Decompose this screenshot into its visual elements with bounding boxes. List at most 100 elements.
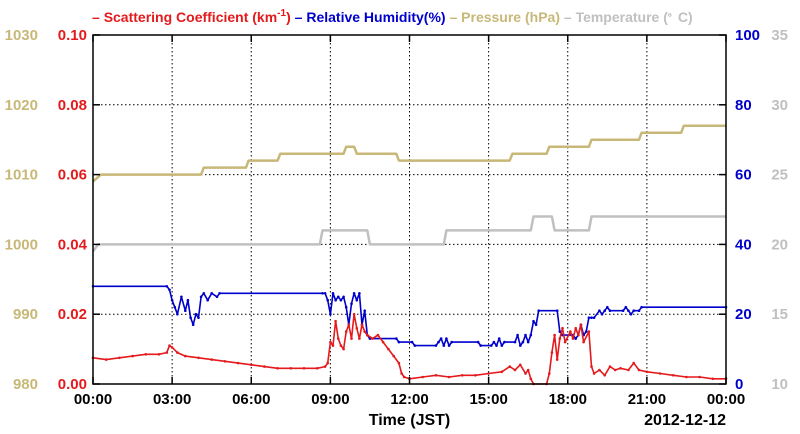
scattering-point [561,326,564,330]
humidity-point [606,305,609,309]
humidity-point [450,340,454,344]
humidity-point [339,298,343,302]
humidity-point [598,309,601,313]
x-tick-label: 03:00 [153,391,191,408]
humidity-point [206,298,209,302]
scattering-point [326,361,330,365]
humidity-axis-tick-label: 60 [735,167,752,184]
legend-dash: – [446,9,462,25]
scattering-point [603,374,606,377]
humidity-point [352,292,356,295]
scattering-point [685,375,688,379]
scattering-point [387,347,390,351]
humidity-point [358,292,361,295]
humidity-point [355,298,359,302]
humidity-point [526,340,530,344]
humidity-point [331,292,335,295]
humidity-point [603,309,606,313]
temperature-axis-tick-label: 20 [771,236,788,253]
scattering-point [500,370,504,374]
scattering-axis-tick-label: 0.10 [58,27,87,44]
scattering-point [519,363,522,367]
axis-ticks [92,34,727,385]
scattering-point [331,344,335,347]
scattering-point [574,326,577,330]
humidity-point [537,309,540,313]
humidity-point [640,305,643,309]
scattering-point [526,368,530,372]
scattering-point [342,347,345,351]
humidity-point [600,312,604,316]
temperature-axis-tick-label: 25 [771,167,788,184]
temperature-axis-tick-label: 30 [771,97,788,114]
humidity-point [492,340,496,344]
humidity-point [513,340,517,344]
scattering-point [474,374,477,377]
scattering-point [236,361,240,365]
scattering-point [250,363,253,367]
scattering-point [392,354,396,358]
scattering-point [592,372,596,375]
scattering-point [329,340,332,344]
scattering-point [197,356,200,360]
grid-lines [93,35,726,384]
legend-entry-temperature: Temperature ( [576,9,669,25]
temperature-axis-tick-label: 15 [771,306,788,323]
scattering-point [598,368,601,372]
humidity-point [350,302,353,306]
legend-dash: – [92,9,104,25]
scattering-point [302,367,306,370]
humidity-point [532,319,535,323]
scattering-point [487,372,490,375]
pressure-axis-tick-label: 1010 [5,167,38,184]
scattering-point [608,365,612,368]
legend-suffix: ) [286,9,291,25]
scattering-point [447,375,451,379]
humidity-point [637,309,641,313]
scattering-point [645,370,649,374]
scattering-point [590,365,593,368]
humidity-point [529,333,533,337]
scattering-point [400,372,403,375]
axis-tick-labels: 00:00 03:00 06:00 09:00 12:00 15:00 18:00 21:00… [5,27,788,408]
humidity-point [329,312,332,316]
scattering-point [579,323,583,327]
scattering-point [323,365,327,368]
scattering-point [223,360,227,363]
scattering-point [170,346,174,349]
scattering-point [352,312,356,316]
temperature-axis-tick-label: 10 [771,376,788,393]
scattering-point [550,351,554,354]
humidity-point [170,298,174,302]
humidity-axis-tick-label: 0 [735,376,743,393]
x-tick-label: 00:00 [707,391,745,408]
humidity-point [191,323,195,327]
humidity-point [202,292,206,295]
pressure-axis-tick-label: 1000 [5,236,38,253]
scattering-point [587,330,591,333]
humidity-point [434,344,438,347]
humidity-point [168,288,171,292]
pressure-axis-tick-label: 1030 [5,27,38,44]
scattering-point [371,337,374,340]
scattering-point [210,358,213,361]
scattering-point [577,333,580,337]
humidity-point [173,305,177,309]
scattering-series-line [92,313,726,385]
humidity-point [337,295,340,299]
humidity-point [437,340,440,344]
x-tick-label: 12:00 [390,391,428,408]
scattering-point [358,337,361,340]
scattering-point [555,358,559,361]
legend-superscript: 。 [668,8,678,19]
legend-entry-pressure: Pressure (hPa) [461,9,560,25]
scattering-point [563,340,567,344]
humidity-point [490,344,493,347]
humidity-point [342,295,345,299]
humidity-point [199,295,203,299]
x-tick-label: 18:00 [549,391,587,408]
legend-entry-scattering: Scattering Coefficient (km [104,9,277,25]
scattering-point [698,375,701,379]
legend-entry-humidity: Relative Humidity(%) [306,9,445,25]
